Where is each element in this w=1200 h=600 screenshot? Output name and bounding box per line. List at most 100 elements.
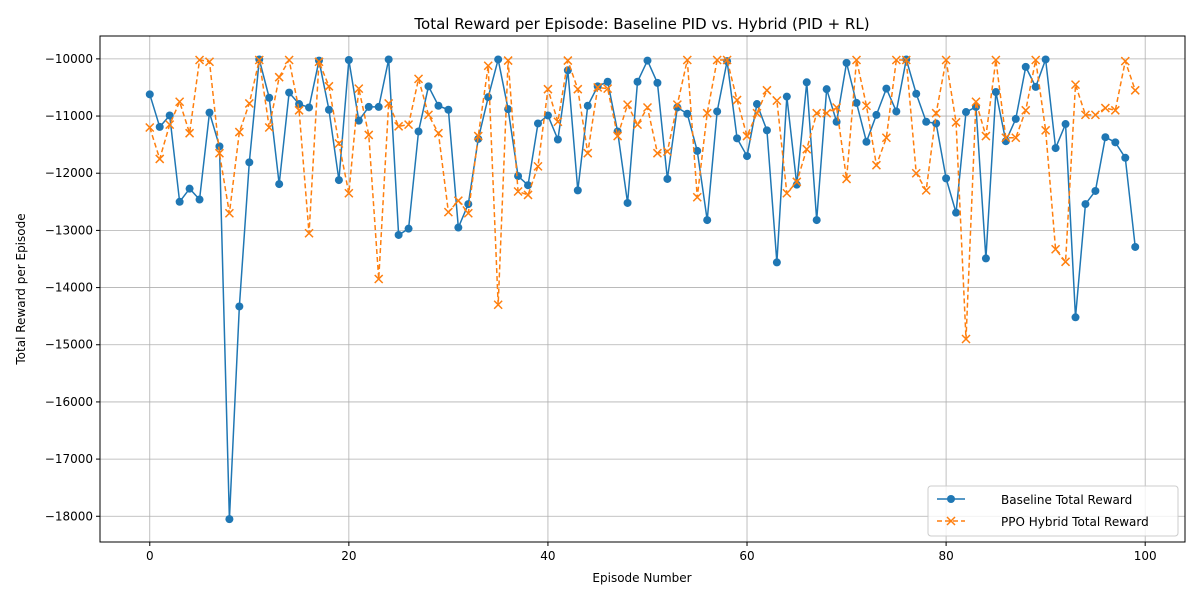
data-point xyxy=(1032,83,1040,91)
data-point xyxy=(922,118,930,126)
data-point xyxy=(554,135,562,143)
data-point xyxy=(624,199,632,207)
data-point xyxy=(683,110,691,118)
data-point xyxy=(823,85,831,93)
y-tick-label: −12000 xyxy=(45,166,93,180)
y-tick-label: −10000 xyxy=(45,52,93,66)
legend-marker-baseline xyxy=(947,495,955,503)
data-point xyxy=(514,172,522,180)
data-point xyxy=(932,119,940,127)
data-point xyxy=(235,302,243,310)
y-axis-title: Total Reward per Episode xyxy=(14,213,28,365)
data-point xyxy=(1091,187,1099,195)
data-point xyxy=(1012,115,1020,123)
data-point xyxy=(245,158,253,166)
data-point xyxy=(882,85,890,93)
data-point xyxy=(395,231,403,239)
data-point xyxy=(962,108,970,116)
data-point xyxy=(186,185,194,193)
y-tick-label: −18000 xyxy=(45,509,93,523)
legend-label-baseline: Baseline Total Reward xyxy=(1001,493,1132,507)
data-point xyxy=(454,224,462,232)
y-axis-ticks: −18000 −17000 −16000 −15000 −14000 −13000 −120… xyxy=(45,52,100,523)
data-point xyxy=(146,90,154,98)
data-point xyxy=(156,123,164,131)
x-axis-ticks: 0 20 40 60 80 100 xyxy=(146,542,1157,563)
legend-label-hybrid: PPO Hybrid Total Reward xyxy=(1001,515,1149,529)
data-point xyxy=(862,138,870,146)
data-point xyxy=(713,107,721,115)
data-point xyxy=(653,79,661,87)
data-point xyxy=(365,103,373,111)
data-point xyxy=(763,126,771,134)
data-point xyxy=(1022,63,1030,71)
data-point xyxy=(424,82,432,90)
data-point xyxy=(1042,55,1050,63)
data-point xyxy=(634,78,642,86)
data-point xyxy=(285,89,293,97)
data-point xyxy=(345,56,353,64)
data-point xyxy=(1131,243,1139,251)
data-point xyxy=(385,55,393,63)
data-point xyxy=(853,99,861,107)
data-point xyxy=(534,119,542,127)
data-point xyxy=(743,152,751,160)
y-tick-label: −14000 xyxy=(45,281,93,295)
y-tick-label: −13000 xyxy=(45,223,93,237)
data-point xyxy=(325,106,333,114)
x-tick-label: 40 xyxy=(540,549,555,563)
data-point xyxy=(225,515,233,523)
data-point xyxy=(982,254,990,262)
data-point xyxy=(1052,144,1060,152)
data-point xyxy=(992,88,1000,96)
data-point xyxy=(275,180,283,188)
data-point xyxy=(464,200,472,208)
data-point xyxy=(176,198,184,206)
chart-title: Total Reward per Episode: Baseline PID v… xyxy=(413,15,869,33)
data-point xyxy=(504,105,512,113)
data-point xyxy=(604,78,612,86)
data-point xyxy=(643,57,651,65)
y-tick-label: −16000 xyxy=(45,395,93,409)
x-axis-title: Episode Number xyxy=(592,571,691,585)
data-point xyxy=(663,175,671,183)
data-point xyxy=(444,106,452,114)
data-point xyxy=(872,111,880,119)
data-point xyxy=(1111,138,1119,146)
data-point xyxy=(415,127,423,135)
plot-background xyxy=(100,36,1185,542)
data-point xyxy=(783,93,791,101)
data-point xyxy=(584,102,592,110)
data-point xyxy=(335,176,343,184)
data-point xyxy=(434,102,442,110)
data-point xyxy=(733,134,741,142)
data-point xyxy=(574,186,582,194)
data-point xyxy=(494,55,502,63)
y-tick-label: −17000 xyxy=(45,452,93,466)
data-point xyxy=(952,209,960,217)
legend: Baseline Total Reward PPO Hybrid Total R… xyxy=(928,486,1178,536)
data-point xyxy=(1121,154,1129,162)
data-point xyxy=(813,216,821,224)
data-point xyxy=(773,258,781,266)
data-point xyxy=(892,107,900,115)
data-point xyxy=(703,216,711,224)
data-point xyxy=(942,174,950,182)
data-point xyxy=(843,59,851,67)
x-tick-label: 60 xyxy=(739,549,754,563)
x-tick-label: 100 xyxy=(1134,549,1157,563)
data-point xyxy=(753,100,761,108)
y-tick-label: −15000 xyxy=(45,338,93,352)
x-tick-label: 80 xyxy=(938,549,953,563)
data-point xyxy=(1081,200,1089,208)
data-point xyxy=(1072,313,1080,321)
data-point xyxy=(265,94,273,102)
data-point xyxy=(1101,133,1109,141)
x-tick-label: 20 xyxy=(341,549,356,563)
data-point xyxy=(375,103,383,111)
data-point xyxy=(912,90,920,98)
data-point xyxy=(205,109,213,117)
data-point xyxy=(305,103,313,111)
x-tick-label: 0 xyxy=(146,549,154,563)
